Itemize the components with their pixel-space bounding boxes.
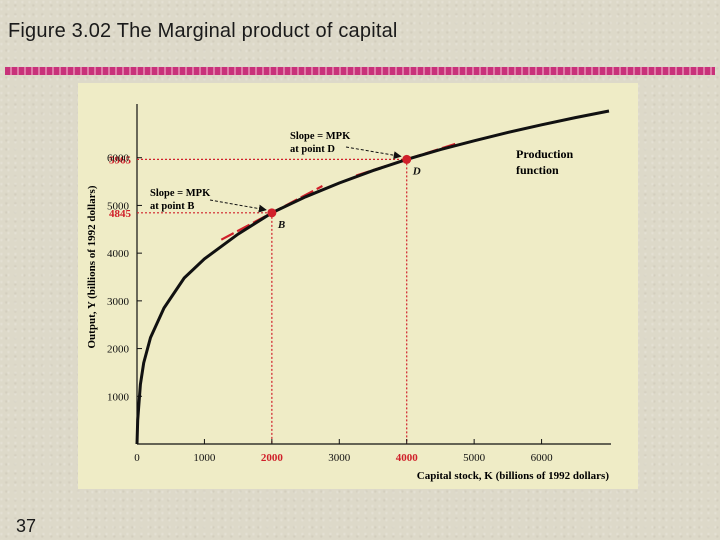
slope-b-label-line1: Slope = MPK [150,188,211,199]
tangent-lines [220,142,458,241]
chart-labels: Output, Y (billions of 1992 dollars) Cap… [86,131,609,482]
slide-title: Figure 3.02 The Marginal product of capi… [8,20,398,42]
highlighted-points: B 4845 D 5965 [109,154,421,230]
x-tick-label: 0 [134,452,140,464]
slide-number: 37 [16,516,37,536]
chart-panel: B 4845 D 5965 0 1000 2000 3000 4000 5000 6000 1000… [78,83,638,489]
point-label-B: B [277,219,285,231]
y-axis-label: Output, Y (billions of 1992 dollars) [86,185,98,348]
y-tick-label: 3000 [107,296,130,308]
curve-label-line1: Production [516,147,573,161]
x-tick-label: 6000 [531,452,554,464]
y-tick-label: 6000 [107,153,130,165]
x-tick-label: 4000 [396,452,419,464]
x-tick-label: 1000 [193,452,216,464]
y-tick-label: 1000 [107,391,130,403]
tick-marks: 0 1000 2000 3000 4000 5000 6000 1000 2000 3000 400… [107,153,553,464]
slope-d-label-line1: Slope = MPK [290,131,351,142]
point-label-D: D [412,165,421,177]
y-tick-label: 2000 [107,344,130,356]
annotation-arrows [209,146,402,213]
y-value-label-B: 4845 [109,208,132,220]
x-tick-label: 2000 [261,452,284,464]
x-tick-label: 3000 [328,452,351,464]
x-axis-label: Capital stock, K (billions of 1992 dolla… [417,470,610,482]
y-value-label-D: 5965 [109,154,132,166]
y-tick-label: 4000 [107,248,130,260]
production-function-chart: B 4845 D 5965 0 1000 2000 3000 4000 5000 6000 1000… [86,104,611,482]
point-B [267,208,277,218]
slope-b-label-line2: at point B [150,201,194,212]
production-function-curve [135,109,610,445]
slope-d-label-line2: at point D [290,144,335,155]
arrow-to-D [345,146,402,160]
guide-lines [137,158,408,444]
point-D [402,154,412,164]
axes [136,104,611,445]
x-tick-label: 5000 [463,452,486,464]
title-divider [5,67,715,75]
y-tick-label: 5000 [107,200,130,212]
arrow-to-B [209,199,267,213]
curve-label-line2: function [516,163,559,177]
